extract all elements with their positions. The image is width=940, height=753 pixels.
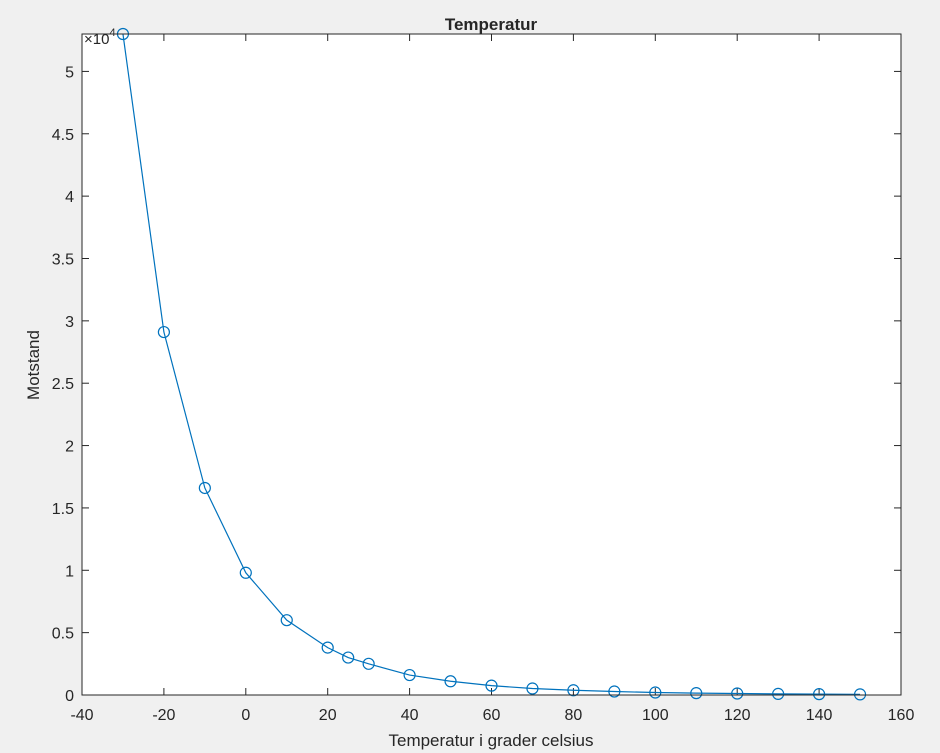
- y-tick-label: 1.5: [52, 501, 74, 518]
- x-tick-label: 160: [888, 707, 915, 724]
- x-axis-ticks: -40 -20 0 20 40 60 80 100 120 140 160: [70, 34, 914, 724]
- data-point-marker: [567, 684, 580, 697]
- data-point-marker: [403, 668, 416, 682]
- y-tick-label: 0: [65, 688, 74, 705]
- data-point-marker: [239, 566, 252, 579]
- plot-area: [82, 34, 901, 695]
- data-point-marker: [853, 688, 867, 701]
- data-point-marker: [731, 687, 744, 700]
- y-axis-exponent-power: 4: [109, 27, 115, 39]
- x-tick-label: 40: [401, 707, 419, 724]
- data-point-marker: [649, 686, 662, 699]
- data-series: [116, 27, 867, 701]
- y-tick-label: 2.5: [52, 376, 74, 393]
- data-point-marker: [280, 614, 293, 627]
- y-tick-label: 3.5: [52, 251, 74, 268]
- data-point-marker: [198, 481, 211, 495]
- y-tick-label: 4.5: [52, 127, 74, 144]
- data-point-marker: [321, 641, 334, 654]
- data-point-marker: [362, 657, 375, 670]
- y-tick-label: 3: [65, 314, 74, 331]
- data-point-marker: [342, 651, 355, 664]
- y-axis-ticks: 0 0.5 1 1.5 2 2.5 3 3.5 4 4.5 5: [52, 64, 901, 705]
- chart-title: Temperatur: [445, 15, 538, 34]
- y-axis-label: Motstand: [24, 330, 43, 400]
- y-tick-label: 5: [65, 64, 74, 81]
- x-tick-label: -20: [152, 707, 175, 724]
- data-point-marker: [526, 682, 539, 695]
- data-point-marker: [690, 687, 703, 700]
- x-tick-label: 100: [642, 707, 669, 724]
- x-axis-label: Temperatur i grader celsius: [388, 731, 593, 750]
- x-tick-label: 140: [806, 707, 833, 724]
- y-tick-label: 0.5: [52, 626, 74, 643]
- x-tick-label: 80: [565, 707, 583, 724]
- x-tick-label: 0: [241, 707, 250, 724]
- axes-box: [81, 33, 902, 696]
- x-tick-label: 60: [483, 707, 501, 724]
- y-tick-label: 4: [65, 189, 74, 206]
- data-point-marker: [812, 688, 826, 701]
- data-point-marker: [157, 325, 170, 339]
- data-point-marker: [608, 685, 621, 698]
- data-point-marker: [444, 675, 457, 688]
- data-point-marker: [772, 687, 785, 700]
- y-axis-exponent: ×104: [84, 27, 116, 48]
- data-point-marker: [485, 679, 498, 692]
- x-tick-label: 20: [319, 707, 337, 724]
- x-tick-label: 120: [724, 707, 751, 724]
- series-line: [122, 33, 861, 695]
- x-tick-label: -40: [70, 707, 93, 724]
- y-tick-label: 2: [65, 439, 74, 456]
- y-tick-label: 1: [65, 563, 74, 580]
- y-axis-exponent-base: ×10: [84, 31, 109, 48]
